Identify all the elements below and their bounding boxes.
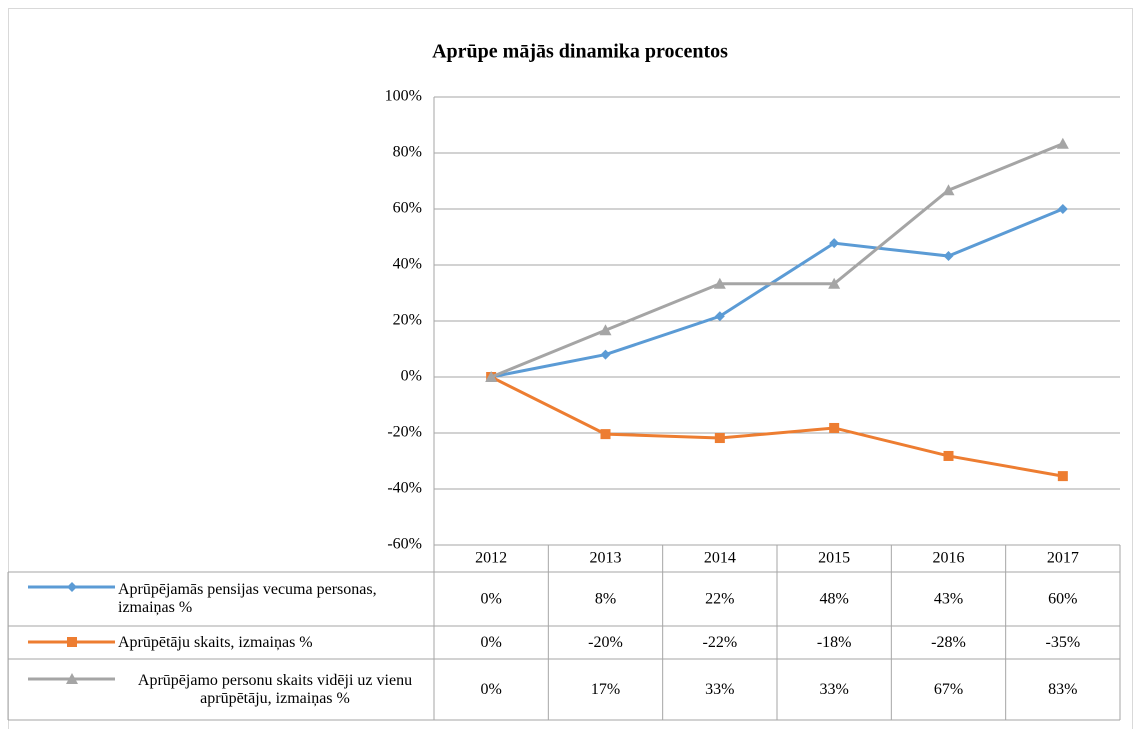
marker: [599, 324, 612, 336]
marker: [67, 582, 77, 592]
legend-label: Aprūpējamo personu skaits vidēji uz vien…: [137, 671, 413, 707]
marker: [943, 450, 954, 461]
marker: [485, 371, 498, 382]
legend-label: Aprūpētāju skaits, izmaiņas %: [118, 633, 313, 651]
marker: [714, 433, 725, 444]
table-value: 33%: [705, 681, 734, 698]
x-tick-label: 2012: [475, 550, 507, 567]
marker: [829, 238, 840, 249]
y-tick-label: 20%: [393, 312, 422, 329]
marker: [1057, 471, 1068, 482]
y-tick-label: -40%: [387, 480, 422, 497]
marker: [600, 429, 611, 440]
x-tick-label: 2013: [590, 550, 622, 567]
table-value: 43%: [934, 591, 963, 608]
y-tick-label: -60%: [387, 536, 422, 553]
marker: [1057, 204, 1068, 214]
marker: [713, 277, 726, 289]
marker: [829, 422, 840, 433]
marker: [600, 349, 611, 360]
table-value: 33%: [820, 681, 849, 698]
table-value: -20%: [588, 634, 623, 651]
table-value: 17%: [591, 681, 620, 698]
y-tick-label: -20%: [387, 424, 422, 441]
table-value: 67%: [934, 681, 963, 698]
y-tick-label: 40%: [393, 256, 422, 273]
table-value: 22%: [705, 591, 734, 608]
x-tick-label: 2017: [1047, 550, 1079, 567]
table-value: -35%: [1046, 634, 1081, 651]
y-tick-label: 100%: [385, 88, 422, 105]
table-value: -18%: [817, 634, 852, 651]
table-value: 8%: [595, 591, 616, 608]
table-value: -28%: [931, 634, 966, 651]
marker: [943, 251, 954, 262]
chart-title: Aprūpe mājās dinamika procentos: [432, 41, 728, 63]
table-value: -22%: [703, 634, 738, 651]
table-value: 0%: [481, 681, 502, 698]
series-line: [490, 207, 1064, 379]
x-tick-label: 2015: [818, 550, 850, 567]
table-value: 0%: [481, 591, 502, 608]
marker: [67, 637, 77, 647]
chart-border: [8, 8, 1133, 729]
table-value: 0%: [481, 634, 502, 651]
y-tick-label: 60%: [393, 200, 422, 217]
series-line: [490, 375, 1064, 478]
x-tick-label: 2016: [933, 550, 965, 567]
y-tick-label: 80%: [393, 144, 422, 161]
y-tick-label: 0%: [401, 368, 422, 385]
marker: [828, 277, 841, 289]
marker: [942, 184, 955, 196]
table-value: 60%: [1048, 591, 1077, 608]
series-line: [490, 142, 1064, 379]
marker: [1056, 137, 1069, 149]
table-value: 83%: [1048, 681, 1077, 698]
marker: [714, 311, 725, 322]
marker: [66, 673, 78, 684]
legend-label: Aprūpējamās pensijas vecuma personas, iz…: [118, 581, 377, 616]
x-tick-label: 2014: [704, 550, 736, 567]
table-value: 48%: [820, 591, 849, 608]
